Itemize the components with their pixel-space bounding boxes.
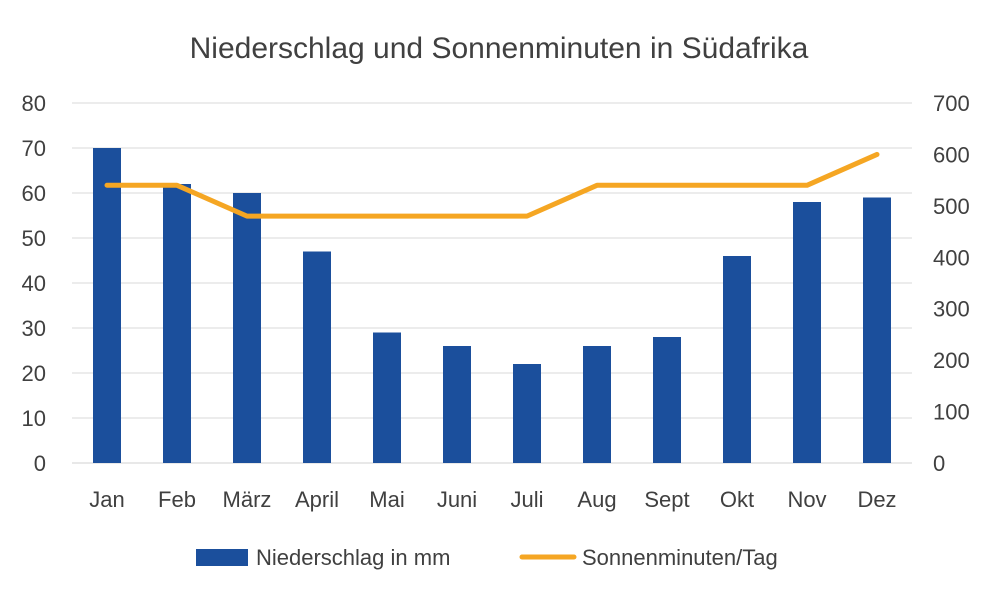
right-tick-label: 100	[933, 400, 970, 425]
left-y-axis: 0 10 20 30 40 50 60 70 80	[22, 91, 46, 476]
left-tick-label: 20	[22, 361, 46, 386]
x-tick-label: März	[223, 487, 272, 512]
x-tick-label: Dez	[857, 487, 896, 512]
right-tick-label: 200	[933, 348, 970, 373]
bar	[163, 184, 191, 463]
x-tick-label: April	[295, 487, 339, 512]
x-tick-label: Okt	[720, 487, 754, 512]
x-tick-label: Nov	[787, 487, 826, 512]
chart-title: Niederschlag und Sonnenminuten in Südafr…	[190, 32, 809, 65]
x-tick-label: Juli	[510, 487, 543, 512]
bar	[863, 197, 891, 463]
legend-label-line: Sonnenminuten/Tag	[582, 545, 778, 570]
bar	[443, 346, 471, 463]
right-tick-label: 500	[933, 194, 970, 219]
line-series	[104, 151, 880, 219]
left-tick-label: 30	[22, 316, 46, 341]
x-tick-label: Aug	[577, 487, 616, 512]
right-tick-label: 700	[933, 91, 970, 116]
bar-series	[93, 148, 891, 463]
left-tick-label: 10	[22, 406, 46, 431]
left-tick-label: 50	[22, 226, 46, 251]
bar	[373, 332, 401, 463]
left-tick-label: 80	[22, 91, 46, 116]
left-tick-label: 0	[34, 451, 46, 476]
x-tick-label: Jan	[89, 487, 124, 512]
line-series-path	[104, 151, 880, 219]
bar	[583, 346, 611, 463]
x-tick-label: Sept	[644, 487, 689, 512]
left-tick-label: 70	[22, 136, 46, 161]
right-tick-label: 600	[933, 142, 970, 167]
bar	[513, 364, 541, 463]
legend: Niederschlag in mm Sonnenminuten/Tag	[196, 545, 778, 570]
bar	[653, 337, 681, 463]
left-tick-label: 40	[22, 271, 46, 296]
gridlines	[72, 102, 912, 464]
right-y-axis: 0 100 200 300 400 500 600 700	[933, 91, 970, 476]
right-tick-label: 300	[933, 297, 970, 322]
legend-swatch-bar	[196, 549, 248, 566]
x-tick-label: Feb	[158, 487, 196, 512]
right-tick-label: 400	[933, 245, 970, 270]
bar	[793, 202, 821, 463]
x-axis: Jan Feb März April Mai Juni Juli Aug Sept Okt Nov D…	[89, 487, 896, 512]
bar	[93, 148, 121, 463]
right-tick-label: 0	[933, 451, 945, 476]
legend-label-bar: Niederschlag in mm	[256, 545, 450, 570]
x-tick-label: Juni	[437, 487, 477, 512]
bar	[723, 256, 751, 463]
bar	[233, 193, 261, 463]
left-tick-label: 60	[22, 181, 46, 206]
x-tick-label: Mai	[369, 487, 404, 512]
bar	[303, 251, 331, 463]
